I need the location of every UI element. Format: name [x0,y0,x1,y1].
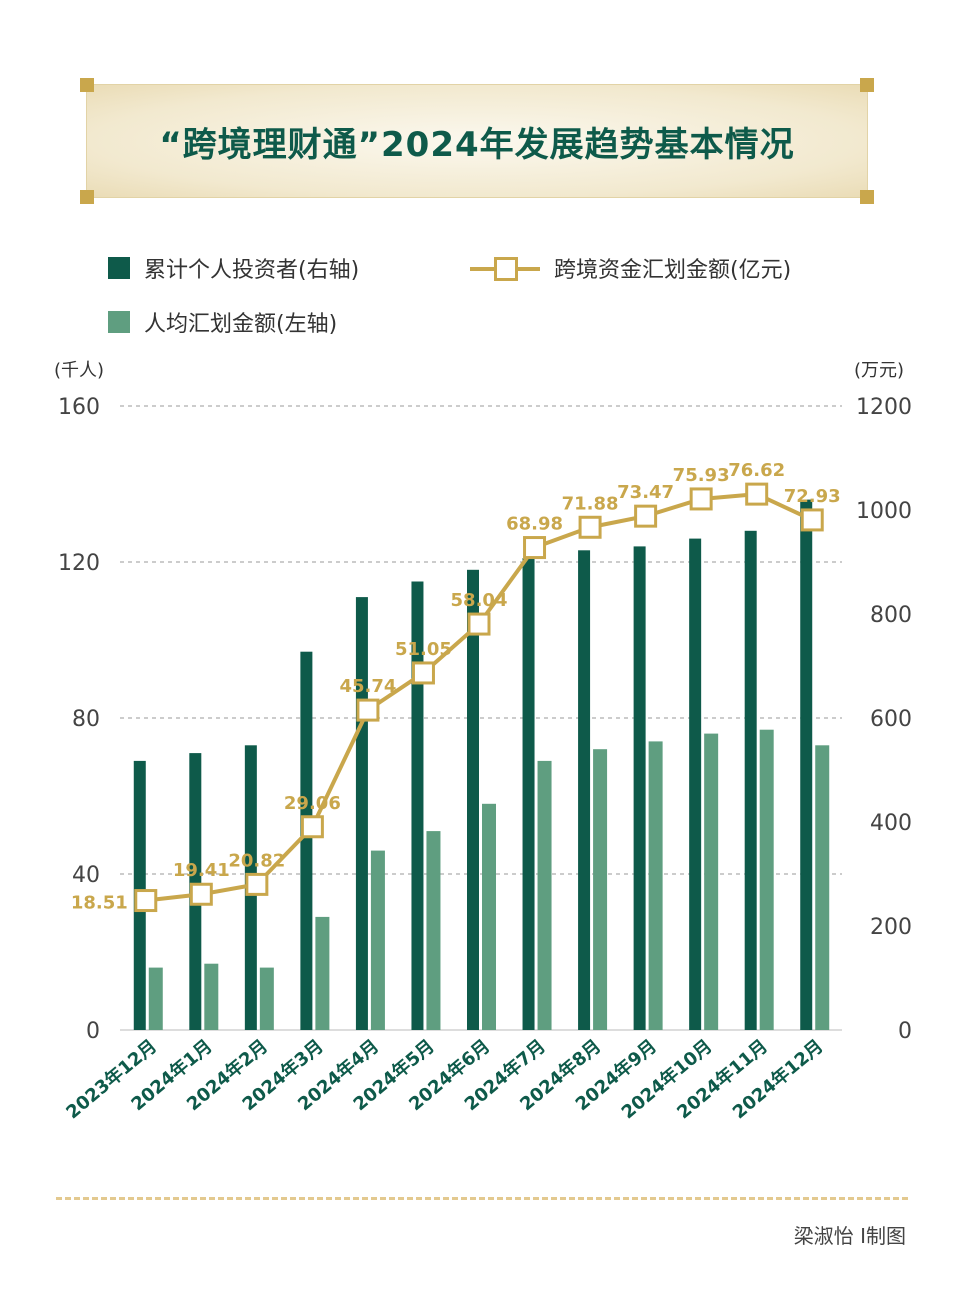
line-marker [245,872,269,896]
bar-per-capita [370,850,385,1030]
line-marker [689,487,713,511]
legend-swatch-line [470,257,540,281]
legend-item-per-capita: 人均汇划金额(左轴) [108,306,337,338]
bar-per-capita [593,749,608,1030]
line-data-label: 76.62 [728,460,785,481]
line-marker [356,698,380,722]
bar-investors [522,558,535,1030]
line-data-label: 72.93 [784,486,841,507]
line-data-label: 20.82 [228,850,285,871]
bar-per-capita [315,916,330,1030]
bar-investors [467,569,479,1030]
left-tick-label: 120 [58,551,100,576]
bar-per-capita [259,967,274,1030]
bar-per-capita [704,733,719,1030]
right-tick-label: 400 [870,811,912,836]
right-tick-label: 0 [898,1019,912,1044]
bar-investors [744,530,757,1030]
line-marker [578,515,602,539]
bar-per-capita [759,729,774,1030]
right-tick-label: 1200 [856,395,912,420]
line-data-label: 45.74 [339,676,396,697]
right-tick-label: 800 [870,603,912,628]
left-tick-label: 0 [86,1019,100,1044]
line-marker [523,536,547,560]
bar-per-capita [426,831,441,1030]
chart-svg: 0 40 80 120 160 0 200 400 600 800 1000 1200 18.51 19.… [58,395,912,1123]
line-data-label: 71.88 [562,493,619,514]
left-tick-label: 160 [58,395,100,420]
line-marker [634,504,658,528]
legend-item-investors: 累计个人投资者(右轴) [108,252,359,284]
line-data-label: 68.98 [506,514,563,535]
line-marker [189,882,213,906]
line-marker [745,482,769,506]
legend-label-per-capita: 人均汇划金额(左轴) [144,312,338,337]
legend-swatch-dark [108,257,130,279]
legend-item-transfer: 跨境资金汇划金额(亿元) [470,252,791,284]
bar-investors [633,546,646,1030]
bar-investors [800,499,813,1031]
left-tick-label: 80 [72,707,100,732]
line-marker [411,661,435,685]
bar-per-capita [204,963,219,1030]
corner-ornament [80,190,94,204]
bar-per-capita [482,803,496,1030]
left-axis-unit: (千人) [54,360,105,381]
right-axis-unit: (万元) [854,360,905,381]
line-data-label: 51.05 [395,639,452,660]
legend-swatch-light [108,311,130,333]
chart-title: “跨境理财通”2024年发展趋势基本情况 [159,124,795,165]
left-tick-label: 40 [72,863,100,888]
right-tick-label: 1000 [856,499,912,524]
bar-investors [578,550,591,1030]
line-marker [800,508,824,532]
line-marker [300,815,324,839]
title-banner: “跨境理财通”2024年发展趋势基本情况 [80,78,874,204]
bar-per-capita [648,741,663,1030]
bar-per-capita [537,760,552,1030]
right-tick-label: 600 [870,707,912,732]
corner-ornament [860,190,874,204]
corner-ornament [80,78,94,92]
line-data-label: 73.47 [617,482,674,503]
bar-per-capita [148,967,163,1030]
legend-label-transfer: 跨境资金汇划金额(亿元) [554,258,792,283]
line-marker [467,612,491,636]
bar-per-capita [815,745,830,1030]
legend-label-investors: 累计个人投资者(右轴) [144,258,360,283]
line-marker [134,889,158,913]
line-data-label: 75.93 [673,465,730,486]
bar-investors [411,581,424,1030]
line-data-label: 58.04 [451,590,508,611]
bar-investors [355,597,368,1030]
line-data-label: 29.06 [284,793,341,814]
footer-divider [56,1197,908,1200]
line-data-label: 18.51 [71,893,128,914]
line-data-label: 19.41 [173,860,230,881]
credit-text: 梁淑怡 I制图 [793,1224,906,1248]
right-tick-label: 200 [870,915,912,940]
bar-investors [689,538,702,1030]
corner-ornament [860,78,874,92]
bar-investors [300,651,313,1030]
